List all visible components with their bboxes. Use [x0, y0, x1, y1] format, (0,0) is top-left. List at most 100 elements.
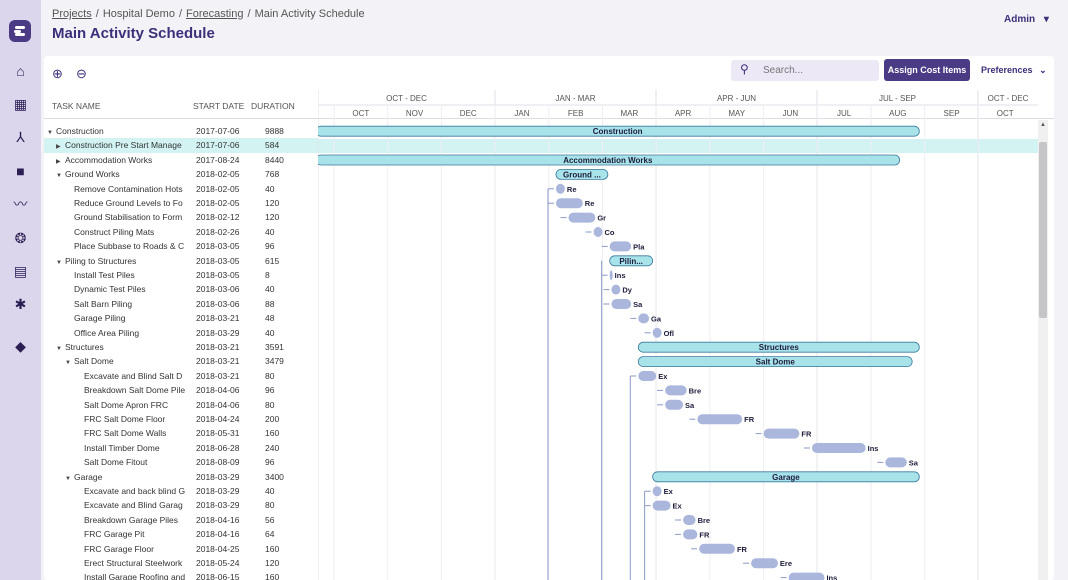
month-label: FEB [568, 109, 584, 118]
expand-icon[interactable]: ▶ [56, 144, 61, 151]
quarter-label: OCT - DEC [386, 94, 427, 103]
table-row[interactable]: Excavate and Blind Garag 2018-03-29 80 [44, 498, 318, 512]
zoom-out-icon[interactable]: ⊖ [76, 66, 87, 81]
table-row[interactable]: Place Subbase to Roads & C 2018-03-05 96 [44, 239, 318, 253]
collapse-icon[interactable]: ▼ [47, 130, 53, 136]
table-row[interactable]: ▼ Ground Works 2018-02-05 768 [44, 167, 318, 181]
duration: 240 [265, 442, 280, 453]
start-date: 2018-05-24 [196, 558, 240, 568]
search-box[interactable]: ⚲ [731, 60, 879, 81]
duration: 40 [265, 327, 275, 338]
table-row[interactable]: Garage Piling 2018-03-21 48 [44, 311, 318, 325]
bag-icon[interactable]: ■ [16, 163, 25, 179]
home-icon[interactable]: ⌂ [16, 63, 25, 79]
user-menu[interactable]: Admin ▾ [1004, 14, 1049, 25]
task-bar [638, 371, 657, 381]
task-name-text: Ground Stabilisation to Form [74, 212, 183, 223]
task-bar-label: Bre [689, 386, 702, 395]
task-name-text: Garage Piling [74, 313, 126, 324]
table-row[interactable]: Excavate and Blind Salt D 2018-03-21 80 [44, 369, 318, 383]
task-bar [699, 543, 735, 554]
collapse-icon[interactable]: ▼ [56, 346, 62, 352]
table-row[interactable]: Breakdown Salt Dome Pile 2018-04-06 96 [44, 383, 318, 397]
table-row[interactable]: Excavate and back blind G 2018-03-29 40 [44, 484, 318, 498]
expand-icon[interactable]: ▶ [56, 158, 61, 165]
start-date: 2018-03-21 [196, 370, 240, 381]
grid-icon[interactable]: ▦ [13, 95, 28, 112]
zoom-in-icon[interactable]: ⊕ [52, 66, 63, 81]
table-row[interactable]: Breakdown Garage Piles 2018-04-16 56 [44, 513, 318, 527]
month-label: AUG [889, 109, 906, 118]
table-row[interactable]: Erect Structural Steelwork 2018-05-24 120 [44, 556, 318, 570]
table-row[interactable]: Salt Dome Apron FRC 2018-04-06 80 [44, 398, 318, 412]
collapse-icon[interactable]: ▼ [65, 475, 71, 482]
breadcrumb-forecasting[interactable]: Forecasting [186, 8, 244, 20]
task-name-text: Install Timber Dome [84, 442, 160, 453]
scrollbar-thumb[interactable] [1039, 142, 1047, 318]
scroll-up-icon[interactable]: ▲ [1040, 122, 1046, 128]
table-row[interactable]: Install Garage Roofing and 2018-06-15 160 [44, 570, 318, 580]
breadcrumb-projects[interactable]: Projects [52, 8, 92, 20]
report-icon[interactable]: ▤ [13, 262, 28, 279]
table-row[interactable]: Office Area Piling 2018-03-29 40 [44, 326, 318, 340]
task-name-text: Salt Barn Piling [74, 298, 133, 309]
gear-icon[interactable]: ✱ [14, 295, 27, 312]
table-row[interactable]: Construct Piling Mats 2018-02-26 40 [44, 225, 318, 239]
collapse-icon[interactable]: ▼ [56, 173, 62, 180]
start-date: 2018-02-05 [196, 198, 240, 208]
duration: 88 [265, 298, 275, 309]
table-row[interactable]: Reduce Ground Levels to Fo 2018-02-05 120 [44, 196, 318, 210]
task-name: Install Garage Roofing and [84, 572, 214, 580]
box-icon[interactable]: ◆ [15, 337, 26, 354]
task-name: ▼ Construction [47, 126, 177, 136]
table-row[interactable]: Install Timber Dome 2018-06-28 240 [44, 441, 318, 455]
summary-bar-label: Accommodation Works [563, 156, 653, 165]
task-bar [555, 198, 583, 209]
month-label: SEP [944, 109, 960, 118]
table-row[interactable]: FRC Salt Dome Floor 2018-04-24 200 [44, 412, 318, 426]
table-row[interactable]: Dynamic Test Piles 2018-03-06 40 [44, 282, 318, 296]
trend-icon[interactable]: 〰 [13, 196, 28, 212]
duration: 8 [265, 270, 270, 280]
task-bar [555, 183, 565, 194]
table-row[interactable]: Salt Barn Piling 2018-03-06 88 [44, 297, 318, 311]
table-row[interactable]: Remove Contamination Hots 2018-02-05 40 [44, 182, 318, 196]
table-row[interactable]: Ground Stabilisation to Form 2018-02-12 12… [44, 210, 318, 224]
table-row[interactable]: ▼ Structures 2018-03-21 3591 [44, 340, 318, 354]
walk-icon[interactable]: ⅄ [16, 128, 25, 145]
assign-cost-items-button[interactable]: Assign Cost Items [884, 59, 970, 81]
table-row[interactable]: ▼ Piling to Structures 2018-03-05 615 [44, 254, 318, 268]
column-duration[interactable]: DURATION [251, 101, 295, 111]
table-row[interactable]: ▼ Construction 2017-07-06 9888 [44, 124, 318, 138]
table-row[interactable]: ▶ Accommodation Works 2017-08-24 8440 [44, 153, 318, 167]
task-name-text: FRC Salt Dome Walls [84, 428, 167, 439]
start-date: 2018-04-16 [196, 529, 240, 540]
table-row[interactable]: ▶ Construction Pre Start Manage 2017-07-06… [44, 138, 318, 153]
table-row[interactable]: Install Test Piles 2018-03-05 8 [44, 268, 318, 282]
task-name-text: Salt Dome Fitout [84, 457, 148, 468]
task-name: Salt Barn Piling [74, 299, 204, 309]
table-row[interactable]: ▼ Garage 2018-03-29 3400 [44, 470, 318, 484]
task-name: Breakdown Salt Dome Pile [84, 385, 214, 395]
collapse-icon[interactable]: ▼ [56, 259, 62, 266]
scrollbar[interactable]: ▲ [1038, 120, 1048, 580]
aperture-icon[interactable]: ❂ [14, 229, 27, 246]
table-row[interactable]: FRC Garage Pit 2018-04-16 64 [44, 527, 318, 541]
task-name: Salt Dome Apron FRC [84, 400, 214, 410]
app-logo[interactable] [9, 20, 31, 42]
column-start-date[interactable]: START DATE [193, 101, 245, 111]
preferences-button[interactable]: Preferences ⌄ [981, 65, 1047, 75]
table-row[interactable]: FRC Salt Dome Walls 2018-05-31 160 [44, 426, 318, 440]
start-date: 2018-03-05 [196, 241, 240, 252]
table-row[interactable]: Salt Dome Fitout 2018-08-09 96 [44, 455, 318, 469]
start-date: 2018-03-29 [196, 486, 240, 496]
search-input[interactable] [763, 63, 873, 78]
task-name-text: Breakdown Garage Piles [84, 514, 179, 525]
table-row[interactable]: FRC Garage Floor 2018-04-25 160 [44, 542, 318, 556]
task-bar [568, 212, 596, 223]
column-task-name[interactable]: TASK NAME [52, 101, 101, 111]
task-name-text: Piling to Structures [65, 255, 137, 266]
task-bar [665, 385, 687, 396]
table-row[interactable]: ▼ Salt Dome 2018-03-21 3479 [44, 354, 318, 368]
collapse-icon[interactable]: ▼ [65, 360, 71, 367]
